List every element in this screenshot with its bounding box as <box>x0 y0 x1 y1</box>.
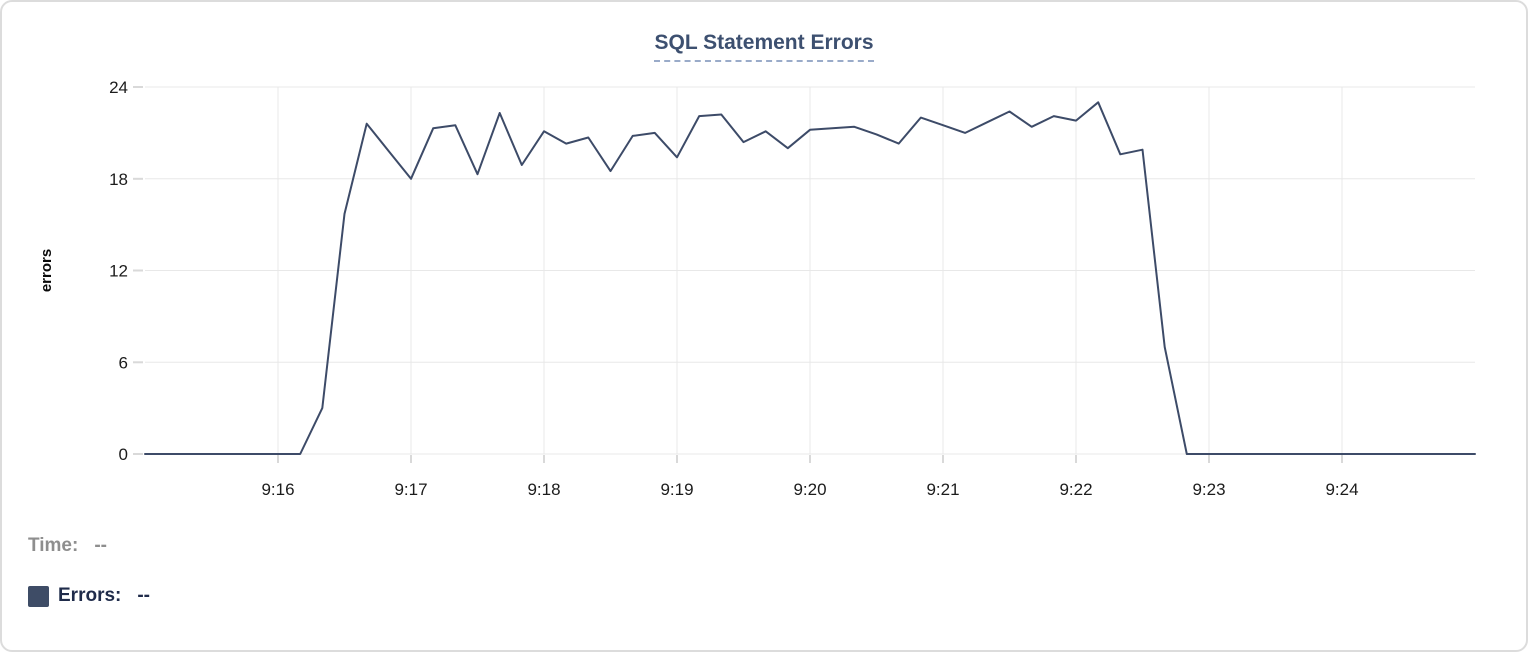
x-tick-label: 9:21 <box>926 480 959 499</box>
chart-header: SQL Statement Errors <box>2 31 1526 62</box>
y-axis-title: errors <box>38 249 55 292</box>
y-tick-label: 18 <box>109 170 128 189</box>
y-tick-label: 12 <box>109 262 128 281</box>
y-tick-label: 0 <box>119 445 128 464</box>
x-tick-label: 9:20 <box>793 480 826 499</box>
readout-time-row: Time: -- <box>28 534 150 558</box>
x-tick-label: 9:19 <box>660 480 693 499</box>
y-tick-label: 6 <box>119 353 128 372</box>
x-tick-label: 9:23 <box>1192 480 1225 499</box>
chart-title[interactable]: SQL Statement Errors <box>654 31 874 62</box>
legend-errors-row[interactable]: Errors: -- <box>28 584 150 608</box>
time-value: -- <box>94 535 107 556</box>
x-tick-label: 9:24 <box>1325 480 1358 499</box>
time-label: Time: <box>28 535 79 556</box>
series-line-errors <box>144 101 1476 455</box>
x-tick-label: 9:18 <box>527 480 560 499</box>
tooltip-readout: Time: -- Errors: -- <box>28 534 150 634</box>
legend-errors-swatch <box>28 585 49 607</box>
y-tick-label: 24 <box>109 78 128 97</box>
errors-label: Errors: <box>58 585 122 606</box>
errors-value: -- <box>137 585 151 606</box>
x-tick-label: 9:17 <box>394 480 427 499</box>
x-tick-label: 9:16 <box>261 480 294 499</box>
x-tick-label: 9:22 <box>1059 480 1092 499</box>
errors-line-chart[interactable]: 0 6 12 18 24 9:16 9:17 9:18 9:19 9:20 9:21 9:22 9:23… <box>2 2 1528 514</box>
